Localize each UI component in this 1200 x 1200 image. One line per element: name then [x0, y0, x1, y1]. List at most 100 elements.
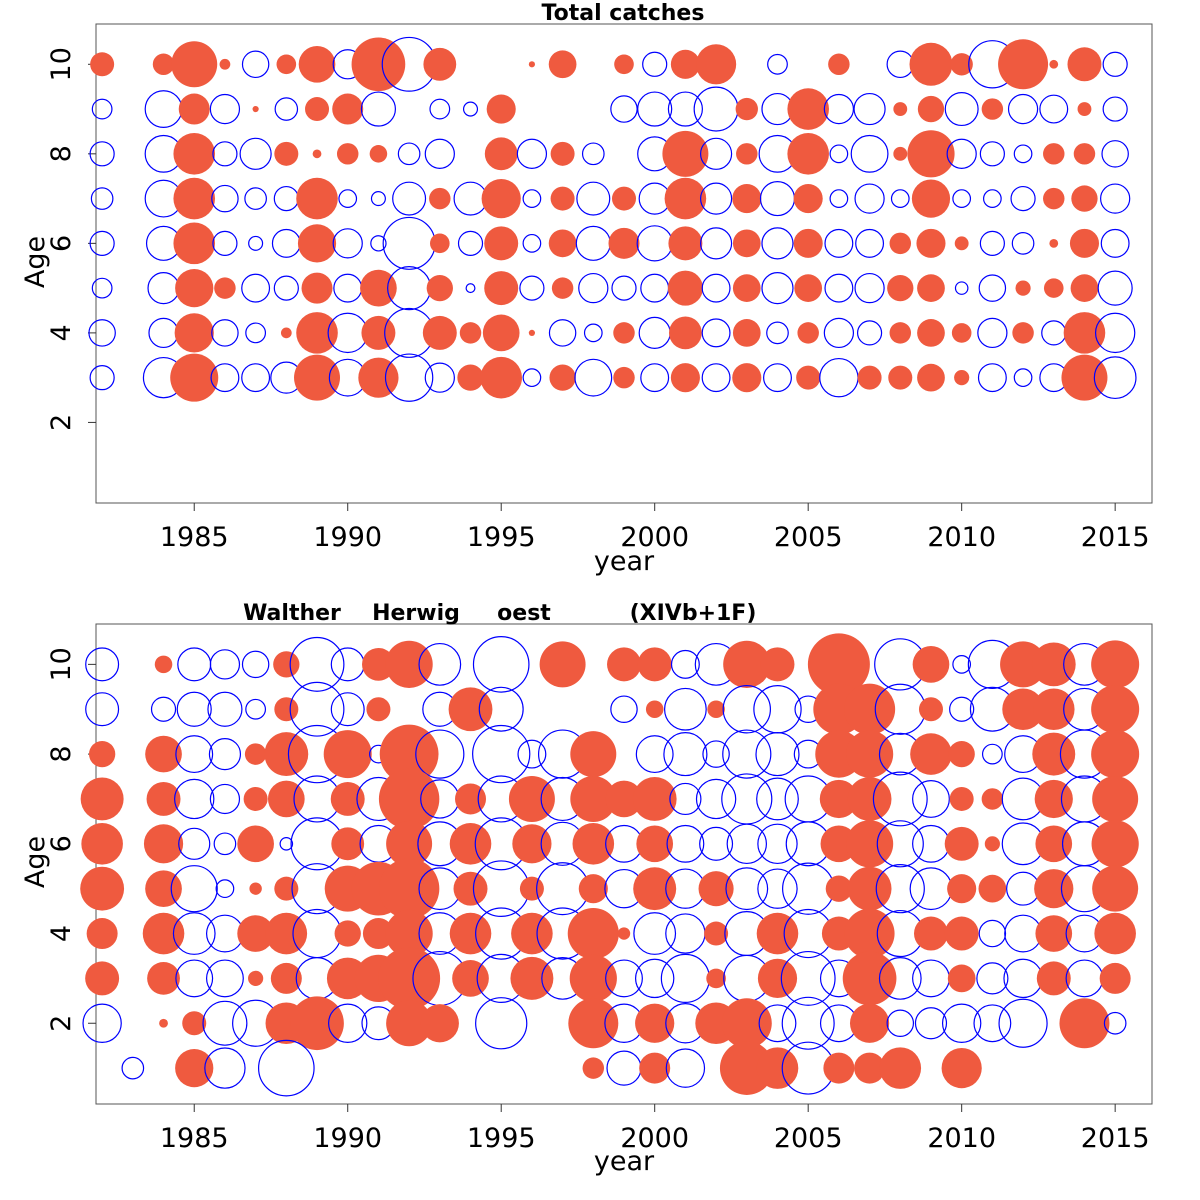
bubble-negative [248, 235, 264, 251]
bubble-positive [274, 876, 299, 901]
bubble-negative [548, 319, 577, 347]
bubble-negative [429, 98, 451, 120]
bubble-negative [758, 1004, 797, 1043]
bubble-positive [954, 370, 970, 386]
x-tick-label: 1990 [313, 1123, 382, 1154]
bubble-negative [761, 272, 794, 305]
bubble-negative [89, 365, 115, 391]
bubble-positive [519, 876, 544, 901]
bubble-positive [639, 1052, 671, 1084]
y-tick-label: 4 [46, 324, 77, 341]
bubble-positive [667, 270, 703, 306]
bubble-positive [448, 687, 493, 732]
y-axis-label: Age [20, 836, 51, 888]
bubble-negative [1101, 140, 1129, 168]
bubble-positive [1049, 59, 1059, 69]
bubble-positive [845, 730, 894, 778]
bubble-positive [549, 364, 576, 391]
bubble-positive [704, 921, 729, 946]
bubble-negative [944, 92, 979, 127]
bubble-negative [640, 363, 670, 393]
bubble-positive [757, 958, 798, 998]
bubble-negative [148, 317, 179, 349]
bubble-positive [1035, 915, 1073, 952]
bubble-positive [948, 740, 975, 768]
bubble-positive [1067, 47, 1102, 82]
bubble-positive [170, 353, 219, 402]
bubble-negative [890, 189, 910, 208]
x-tick-label: 2010 [927, 1123, 996, 1154]
bubble-negative [522, 189, 542, 208]
bubble-negative [578, 272, 609, 304]
bubble-negative [472, 636, 530, 693]
bubble-negative [1007, 93, 1039, 125]
bubble-positive [907, 130, 955, 178]
bubble-negative [89, 230, 115, 256]
bubble-negative [274, 97, 299, 121]
bubble-positive [481, 178, 521, 219]
bubble-positive [551, 277, 574, 299]
bubble-positive [429, 187, 451, 210]
bubble-positive [893, 146, 908, 161]
bubble-positive [736, 143, 758, 165]
bubble-positive [331, 827, 365, 861]
bubble-positive [154, 655, 173, 674]
bubble-negative [761, 227, 794, 260]
bubble-positive [459, 322, 482, 344]
bubble-negative [581, 142, 605, 166]
bubble-positive [1015, 280, 1031, 296]
y-tick-label: 6 [46, 235, 77, 252]
bubble-negative [824, 273, 854, 303]
bubble-negative [979, 141, 1005, 167]
bubble-positive [1059, 998, 1110, 1049]
bubble-negative [91, 98, 113, 120]
bubble-positive [1012, 322, 1034, 344]
bubble-positive [1092, 865, 1139, 912]
bubble-positive [1032, 688, 1075, 731]
x-tick-label: 1995 [467, 1123, 536, 1154]
bubble-negative [699, 826, 734, 861]
bubble-positive [917, 319, 945, 347]
bubble-positive [1043, 187, 1065, 210]
bubble-positive [360, 269, 397, 307]
bubble-positive [889, 232, 912, 255]
bubble-positive [1035, 825, 1073, 863]
bubble-positive [386, 1000, 433, 1047]
bubble-negative [360, 91, 396, 127]
bubble-negative [952, 655, 972, 674]
bubble-negative [610, 95, 638, 123]
bubble-positive [732, 319, 761, 347]
bubble-negative [669, 782, 702, 816]
bubble-negative [516, 138, 548, 169]
bubble-positive [944, 916, 979, 951]
bubble-negative [273, 185, 299, 212]
bubble-negative [332, 228, 363, 259]
bubble-positive [605, 780, 643, 818]
y-tick-label: 2 [46, 414, 77, 431]
bubble-negative [829, 144, 849, 164]
bubble-negative [824, 228, 854, 258]
bubble-negative [1013, 368, 1033, 388]
x-tick-label: 1990 [313, 522, 382, 553]
bubble-negative [472, 724, 531, 784]
bubble-negative [949, 696, 975, 722]
bubble-negative [753, 685, 802, 734]
bubble-negative [176, 691, 212, 727]
bubble-negative [998, 998, 1048, 1048]
bubble-negative [702, 740, 730, 768]
bubble-negative [722, 729, 772, 779]
y-tick-label: 2 [46, 1015, 77, 1032]
bubble-negative [663, 687, 707, 731]
bubble-negative [330, 692, 365, 727]
bubble-positive [249, 882, 262, 895]
chart-title-word: oest [497, 601, 551, 626]
bubble-positive [854, 1052, 886, 1084]
bubble-positive [455, 783, 487, 815]
y-tick-label: 4 [46, 925, 77, 942]
bubble-negative [1102, 51, 1128, 77]
bubble-negative [637, 91, 673, 127]
panel-walther-herwig-oest: Walther Herwig oest (XIVb+1F) 1985 1990 1995 20… [20, 601, 1153, 1177]
bubble-negative [823, 317, 855, 349]
bubble-positive [265, 912, 308, 955]
bubble-positive [219, 58, 231, 70]
